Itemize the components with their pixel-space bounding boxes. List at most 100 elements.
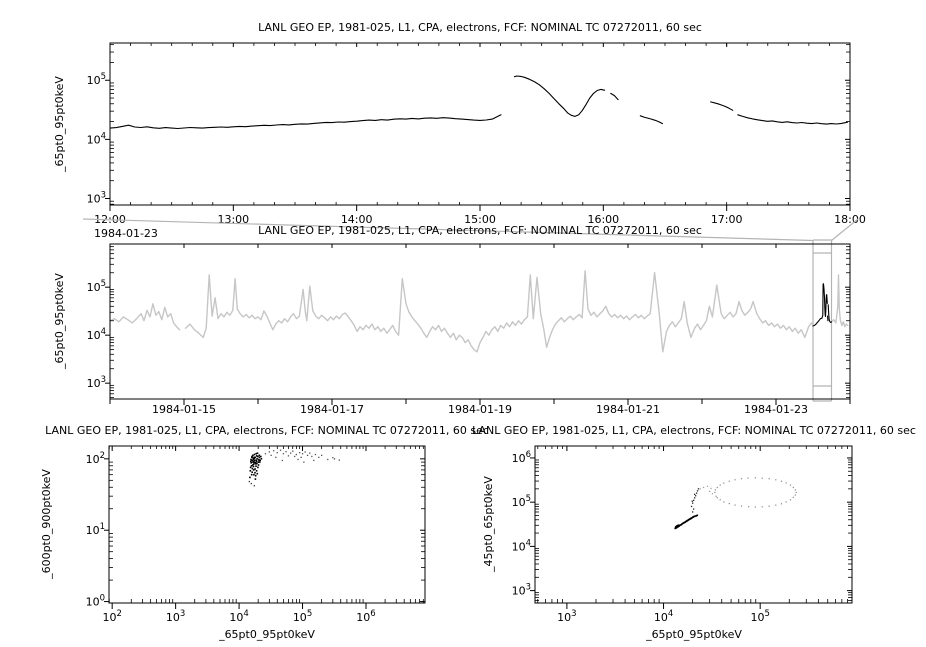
plot-area[interactable] xyxy=(535,446,852,603)
scatter-selected-streak xyxy=(674,514,699,530)
context-selection-box[interactable] xyxy=(82,218,859,402)
data-point xyxy=(258,459,260,462)
data-point xyxy=(260,455,262,458)
y-tick-label: 104 xyxy=(87,131,106,146)
data-point xyxy=(256,458,258,460)
plot-area[interactable] xyxy=(110,43,850,205)
data-point xyxy=(714,491,716,493)
data-point xyxy=(301,453,304,455)
series-path xyxy=(610,92,619,101)
data-point xyxy=(252,457,254,459)
data-point xyxy=(695,495,697,497)
y-tick-label: 106 xyxy=(512,450,531,465)
data-point xyxy=(761,477,763,479)
data-point xyxy=(697,488,700,490)
data-point xyxy=(253,453,256,456)
scatter-trail xyxy=(264,449,340,463)
data-point xyxy=(253,460,255,463)
series-path xyxy=(737,114,849,125)
data-point xyxy=(678,524,681,527)
data-point xyxy=(680,524,682,526)
data-point xyxy=(723,501,725,503)
data-point xyxy=(248,480,250,483)
y-tick-label: 103 xyxy=(87,190,106,205)
scatter-loop-link xyxy=(699,485,713,495)
data-point xyxy=(715,495,717,497)
data-point xyxy=(734,504,736,506)
data-point xyxy=(792,486,794,489)
data-point xyxy=(719,499,721,501)
data-point xyxy=(249,470,252,472)
plot-title: LANL GEO EP, 1981-025, L1, CPA, electron… xyxy=(258,224,702,237)
plot-area[interactable] xyxy=(109,446,425,603)
data-point xyxy=(282,453,285,455)
data-point xyxy=(748,506,750,508)
y-axis-label: _65pt0_95pt0keV xyxy=(53,76,66,173)
x-tick-label: 104 xyxy=(654,609,673,624)
data-point xyxy=(306,454,309,456)
data-point xyxy=(252,454,254,457)
data-point xyxy=(719,484,721,486)
data-point xyxy=(260,458,263,460)
plot-area[interactable] xyxy=(110,244,850,399)
data-point xyxy=(687,519,690,521)
data-point xyxy=(754,506,756,508)
x-axis[interactable]: 1984-01-15 1984-01-17 1984-01-19 1984-01-21… xyxy=(109,244,851,416)
data-point xyxy=(295,453,297,456)
data-point xyxy=(332,457,334,459)
data-point xyxy=(338,459,340,461)
data-point xyxy=(691,517,693,519)
data-point xyxy=(256,455,258,457)
data-point xyxy=(710,487,712,489)
data-point xyxy=(255,463,257,465)
data-point xyxy=(251,459,254,462)
panel-scatter-45-65: 103 104 105 106 103 104 105 LANL GEO EP, 1981-0… xyxy=(472,424,916,641)
data-point xyxy=(294,455,296,458)
x-tick-label: 102 xyxy=(102,609,121,624)
series-flux-65-95keV-selected xyxy=(812,283,833,327)
data-point xyxy=(251,464,254,466)
x-axis[interactable]: 12:00 13:00 14:00 15:00 16:00 17:00 18:00 xyxy=(94,43,866,226)
data-point xyxy=(251,456,253,459)
data-point xyxy=(686,519,688,522)
y-tick-label: 105 xyxy=(87,279,106,294)
data-point xyxy=(794,489,796,491)
data-point xyxy=(250,473,253,476)
y-tick-label: 104 xyxy=(512,538,531,553)
data-point xyxy=(327,458,329,461)
data-point xyxy=(677,524,680,526)
data-point xyxy=(253,457,256,459)
x-tick-label: 1984-01-17 xyxy=(300,403,364,416)
data-point xyxy=(789,499,792,501)
data-point xyxy=(255,465,257,467)
scatter-selected-dense xyxy=(249,452,263,480)
data-point xyxy=(321,454,323,456)
x-tick-label: 105 xyxy=(293,609,312,624)
series-path xyxy=(639,115,664,125)
data-point xyxy=(794,494,796,496)
data-point xyxy=(676,524,679,527)
plot-frame xyxy=(534,445,853,604)
data-point xyxy=(740,505,743,507)
data-point xyxy=(257,466,259,469)
x-tick-label: 103 xyxy=(557,609,576,624)
y-axis[interactable]: 100 101 102 xyxy=(86,451,425,609)
y-axis-label: _65pt0_95pt0keV xyxy=(53,273,66,370)
data-point xyxy=(690,517,692,520)
data-point xyxy=(254,456,257,459)
panel-scatter-600-900: 100 101 102 102 103 104 105 106 LANL GEO EP, 198… xyxy=(40,424,489,641)
plot-title: LANL GEO EP, 1981-025, L1, CPA, electron… xyxy=(45,424,489,437)
y-axis-label: _600pt0_900pt0keV xyxy=(40,469,53,580)
data-point xyxy=(285,451,287,453)
x-tick-label: 17:00 xyxy=(711,213,743,226)
data-point xyxy=(256,472,259,475)
data-point xyxy=(706,485,709,487)
data-point xyxy=(775,504,777,506)
x-tick-label: 1984-01-15 xyxy=(152,403,216,416)
data-point xyxy=(674,526,677,529)
data-point xyxy=(692,516,694,518)
series-flux-65-95keV-context xyxy=(109,270,849,353)
data-point xyxy=(761,506,763,508)
data-point xyxy=(250,458,252,461)
